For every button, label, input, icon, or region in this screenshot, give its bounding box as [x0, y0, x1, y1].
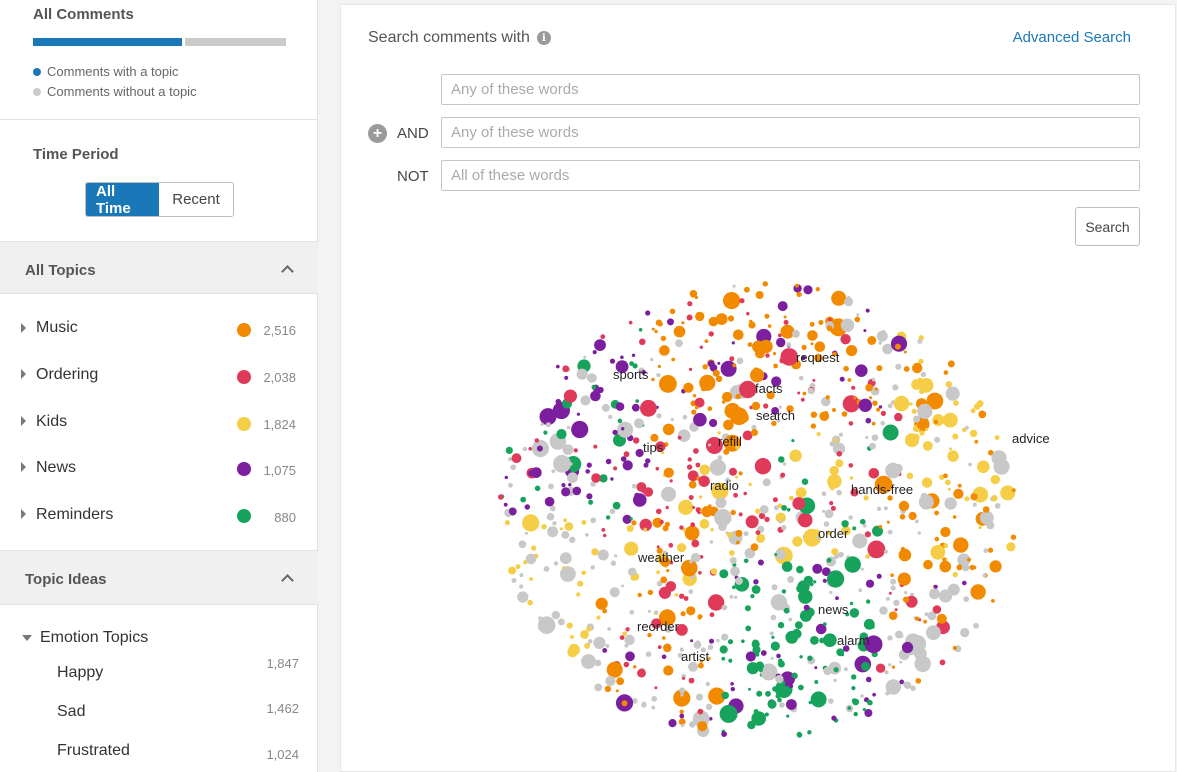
- legend-with-topic: Comments with a topic: [33, 64, 179, 79]
- topic-count: 1,075: [263, 463, 296, 478]
- emotion-topics-group[interactable]: Emotion Topics: [22, 629, 148, 647]
- legend-label: Comments without a topic: [47, 84, 197, 99]
- all-time-button[interactable]: All Time: [86, 183, 159, 216]
- emotion-label: Frustrated: [57, 742, 130, 759]
- topic-color-dot: [237, 462, 251, 476]
- all-topics-header[interactable]: All Topics: [0, 241, 318, 294]
- all-words-input[interactable]: [441, 160, 1140, 191]
- without-topic-fill: [185, 38, 286, 46]
- topic-color-dot: [237, 323, 251, 337]
- legend-dot-without-topic: [33, 87, 41, 96]
- topic-count: 1,824: [263, 417, 296, 432]
- topic-color-dot: [237, 370, 251, 384]
- caret-down-icon[interactable]: [22, 635, 32, 641]
- advanced-search-link[interactable]: Advanced Search: [1012, 29, 1131, 46]
- topic-count: 2,516: [263, 323, 296, 338]
- emotion-row-frustrated[interactable]: Frustrated 1,024: [0, 733, 318, 771]
- sidebar: All Comments Comments with a topic Comme…: [0, 0, 318, 772]
- add-condition-icon[interactable]: +: [368, 124, 387, 143]
- caret-right-icon[interactable]: [21, 462, 26, 472]
- topic-ideas-title: Topic Ideas: [25, 571, 107, 588]
- all-topics-title: All Topics: [25, 262, 96, 279]
- topic-count: 2,038: [263, 370, 296, 385]
- and-label: AND: [397, 125, 429, 142]
- search-title-text: Search comments with: [368, 29, 530, 46]
- legend-dot-with-topic: [33, 67, 41, 76]
- emotion-topics-label: Emotion Topics: [40, 629, 149, 646]
- topic-label: Music: [36, 319, 78, 336]
- legend-label: Comments with a topic: [47, 64, 179, 79]
- all-comments-title: All Comments: [33, 6, 134, 23]
- any-words-input-2[interactable]: [441, 117, 1140, 148]
- emotion-label: Sad: [57, 703, 86, 720]
- topic-row-music[interactable]: Music 2,516: [0, 306, 318, 352]
- caret-right-icon[interactable]: [21, 323, 26, 333]
- search-title: Search comments with i: [368, 29, 551, 47]
- topic-coverage-bar: [33, 38, 286, 46]
- chevron-up-icon[interactable]: [281, 574, 294, 587]
- caret-right-icon[interactable]: [21, 369, 26, 379]
- all-comments-section: All Comments Comments with a topic Comme…: [0, 0, 318, 120]
- any-words-input-1[interactable]: [441, 74, 1140, 105]
- topic-color-dot: [237, 509, 251, 523]
- with-topic-fill: [33, 38, 182, 46]
- topic-row-reminders[interactable]: Reminders 880: [0, 492, 318, 538]
- search-button[interactable]: Search: [1075, 207, 1140, 246]
- time-period-toggle: All Time Recent: [85, 182, 234, 217]
- emotion-row-happy[interactable]: Happy 1,847: [0, 655, 318, 693]
- emotion-count: 1,024: [266, 747, 299, 762]
- info-icon[interactable]: i: [536, 31, 551, 45]
- emotion-row-sad[interactable]: Sad 1,462: [0, 694, 318, 732]
- query-row-not: NOT: [341, 160, 1177, 192]
- search-panel: Search comments with i Advanced Search +…: [340, 4, 1176, 772]
- query-row-and: + AND: [341, 117, 1177, 149]
- topic-label: Ordering: [36, 366, 99, 383]
- emotion-label: Happy: [57, 664, 104, 681]
- topic-label: Kids: [36, 413, 68, 430]
- caret-right-icon[interactable]: [21, 416, 26, 426]
- emotion-count: 1,462: [266, 701, 299, 716]
- query-row-1: [341, 74, 1177, 106]
- topic-count: 880: [274, 510, 296, 525]
- topic-ideas-header[interactable]: Topic Ideas: [0, 550, 318, 605]
- recent-button[interactable]: Recent: [159, 183, 233, 216]
- topic-row-kids[interactable]: Kids 1,824: [0, 399, 318, 445]
- caret-right-icon[interactable]: [21, 509, 26, 519]
- time-period-section: Time Period All Time Recent: [0, 120, 318, 240]
- not-label: NOT: [397, 168, 429, 185]
- time-period-title: Time Period: [33, 146, 119, 163]
- topic-row-ordering[interactable]: Ordering 2,038: [0, 352, 318, 398]
- topic-row-news[interactable]: News 1,075: [0, 445, 318, 491]
- legend-without-topic: Comments without a topic: [33, 84, 197, 99]
- topic-color-dot: [237, 417, 251, 431]
- emotion-count: 1,847: [266, 656, 299, 671]
- chevron-up-icon[interactable]: [281, 265, 294, 278]
- topic-label: News: [36, 459, 77, 476]
- topic-label: Reminders: [36, 506, 114, 523]
